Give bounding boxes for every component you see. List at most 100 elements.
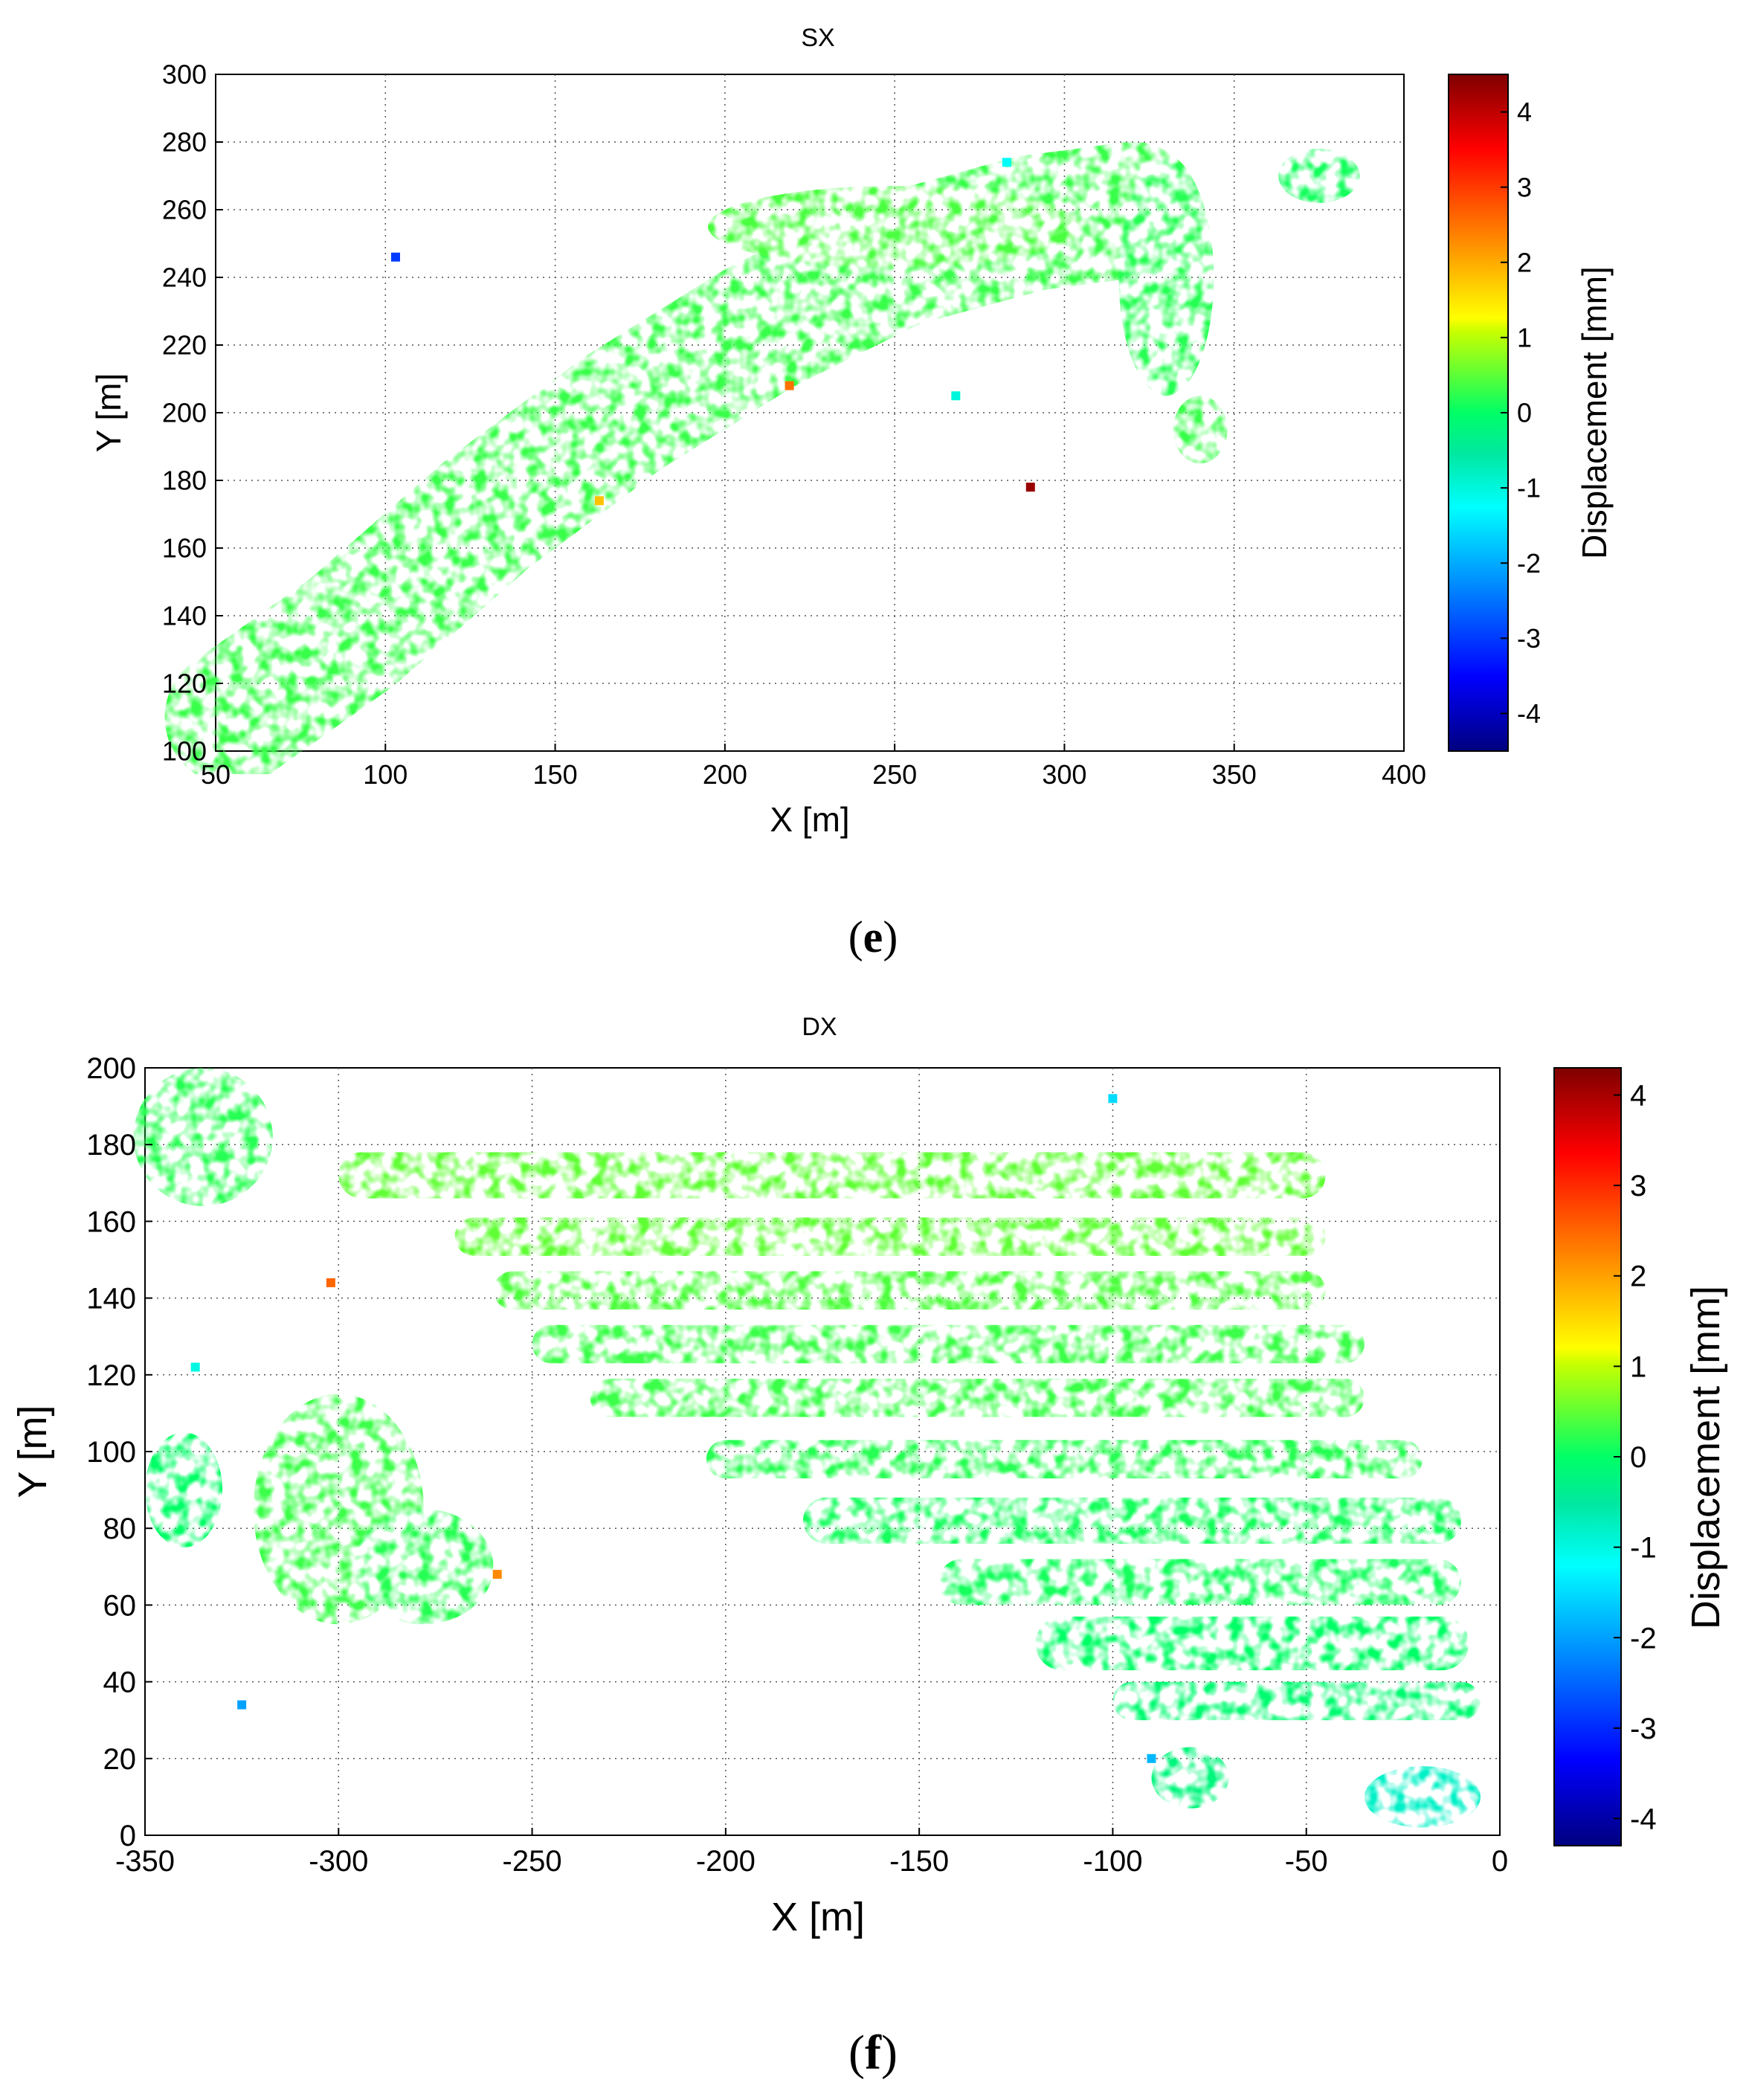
y-tick-label: 240 bbox=[162, 262, 207, 293]
colorbar-tick-label: -4 bbox=[1630, 1803, 1657, 1836]
y-tick-label: 260 bbox=[162, 195, 207, 225]
colorbar-tick-label: -2 bbox=[1630, 1622, 1657, 1655]
x-tick-label: 150 bbox=[533, 759, 578, 790]
panel-e-colorbar bbox=[1448, 74, 1509, 752]
colorbar-tick-label: -1 bbox=[1517, 473, 1541, 503]
x-tick-label: -200 bbox=[696, 1845, 756, 1878]
panel-f-colorbar-ticks: -4 -3 -2 -1 0 1 2 3 4 bbox=[1614, 1079, 1657, 1836]
y-tick-label: 300 bbox=[162, 59, 207, 90]
panel-f-x-axis-label: X [m] bbox=[771, 1895, 865, 1939]
colorbar-tick-label: 1 bbox=[1517, 322, 1532, 352]
colorbar-tick-label: 0 bbox=[1517, 398, 1532, 428]
y-tick-label: 140 bbox=[162, 601, 207, 631]
y-tick-label: 280 bbox=[162, 127, 207, 158]
x-tick-label: 50 bbox=[201, 759, 231, 790]
displacement-stripe bbox=[493, 1271, 1326, 1310]
outlier-point bbox=[951, 391, 961, 401]
panel-f: DX -350 -300 -250 -200 -150 -100 -50 0 02040608… bbox=[10, 1013, 1728, 2080]
y-tick-label: 120 bbox=[162, 669, 207, 699]
y-tick-label: 0 bbox=[120, 1820, 136, 1852]
panel-f-colorbar bbox=[1553, 1067, 1622, 1846]
panel-f-caption-label: (f) bbox=[848, 2026, 898, 2080]
displacement-stripe bbox=[706, 1440, 1423, 1479]
y-tick-label: 140 bbox=[86, 1283, 136, 1315]
panel-f-y-tick-labels: 0 20 40 60 80 100 120 140 160 180 200 bbox=[86, 1052, 152, 1852]
x-tick-label: 300 bbox=[1042, 759, 1086, 790]
outlier-point bbox=[326, 1278, 335, 1287]
outlier-point bbox=[1025, 483, 1035, 492]
x-tick-label: 350 bbox=[1212, 759, 1257, 790]
displacement-blob bbox=[708, 186, 1082, 268]
colorbar-tick-label: 2 bbox=[1517, 247, 1532, 277]
displacement-blob bbox=[145, 1432, 223, 1547]
x-tick-label: -300 bbox=[309, 1845, 368, 1878]
y-tick-label: 60 bbox=[103, 1589, 137, 1622]
displacement-blob bbox=[1151, 1747, 1229, 1808]
displacement-blob bbox=[354, 1509, 494, 1625]
colorbar-tick-label: -2 bbox=[1517, 548, 1541, 579]
colorbar-tick-label: 4 bbox=[1517, 97, 1532, 127]
panel-f-y-axis-label: Y [m] bbox=[10, 1405, 55, 1498]
panel-e-data-layer bbox=[164, 141, 1360, 785]
colorbar-tick-label: 2 bbox=[1630, 1260, 1646, 1293]
colorbar-tick-label: 0 bbox=[1630, 1441, 1646, 1474]
panel-f-title: DX bbox=[802, 1013, 837, 1041]
x-tick-label: -100 bbox=[1083, 1845, 1142, 1878]
y-tick-label: 160 bbox=[86, 1205, 136, 1238]
outlier-point bbox=[785, 381, 794, 390]
y-tick-label: 100 bbox=[162, 736, 207, 767]
displacement-stripe bbox=[1112, 1681, 1481, 1721]
y-tick-label: 220 bbox=[162, 330, 207, 361]
panel-f-caption-letter: f bbox=[865, 2026, 882, 2080]
displacement-blob bbox=[133, 1068, 273, 1206]
y-tick-label: 100 bbox=[86, 1436, 136, 1469]
y-tick-label: 200 bbox=[86, 1052, 136, 1085]
outlier-point bbox=[492, 1570, 502, 1579]
x-tick-label: -350 bbox=[115, 1845, 175, 1878]
displacement-stripe bbox=[454, 1217, 1326, 1256]
panel-f-data-layer bbox=[133, 1068, 1481, 1828]
colorbar-tick-label: 1 bbox=[1630, 1350, 1646, 1383]
outlier-point bbox=[1002, 158, 1011, 167]
outlier-point bbox=[390, 252, 400, 262]
displacement-stripe bbox=[532, 1324, 1365, 1364]
colorbar-tick-label: -3 bbox=[1517, 623, 1541, 654]
displacement-blob bbox=[1173, 396, 1228, 464]
x-tick-label: 200 bbox=[703, 759, 747, 790]
colorbar-tick-label: -4 bbox=[1517, 698, 1541, 729]
panel-f-colorbar-label: Displacement [mm] bbox=[1684, 1286, 1728, 1629]
y-tick-label: 20 bbox=[103, 1743, 137, 1776]
x-tick-label: -50 bbox=[1285, 1845, 1328, 1878]
displacement-stripe bbox=[590, 1378, 1365, 1417]
displacement-stripe bbox=[802, 1497, 1461, 1544]
displacement-stripe bbox=[938, 1559, 1461, 1605]
x-tick-label: -150 bbox=[889, 1845, 949, 1878]
panel-f-outliers bbox=[190, 1094, 1156, 1763]
panel-e-x-tick-labels: 50 100 150 200 250 300 350 400 bbox=[201, 744, 1426, 790]
colorbar-tick-label: -1 bbox=[1630, 1532, 1657, 1565]
x-tick-label: 0 bbox=[1492, 1845, 1508, 1878]
displacement-stripe bbox=[338, 1152, 1326, 1199]
displacement-blob bbox=[1278, 149, 1360, 203]
panel-f-x-tick-labels: -350 -300 -250 -200 -150 -100 -50 0 bbox=[115, 1828, 1508, 1878]
panel-e-y-tick-labels: 100 120 140 160 180 200 220 240 260 280 300 bbox=[162, 59, 223, 767]
panel-e-title: SX bbox=[801, 24, 834, 52]
panel-e-x-axis-label: X [m] bbox=[770, 800, 849, 839]
outlier-point bbox=[1108, 1094, 1118, 1104]
displacement-blob bbox=[1118, 158, 1214, 396]
y-tick-label: 180 bbox=[86, 1129, 136, 1162]
y-tick-label: 80 bbox=[103, 1513, 137, 1545]
panel-e-colorbar-label: Displacement [mm] bbox=[1575, 266, 1614, 559]
colorbar-tick-label: -3 bbox=[1630, 1713, 1657, 1745]
panel-e-outliers bbox=[390, 158, 1035, 506]
colorbar-tick-label: 3 bbox=[1630, 1170, 1646, 1202]
panel-e-colorbar-ticks: -4 -3 -2 -1 0 1 2 3 4 bbox=[1501, 97, 1541, 729]
outlier-point bbox=[1147, 1753, 1156, 1763]
y-tick-label: 180 bbox=[162, 466, 207, 496]
x-tick-label: 400 bbox=[1382, 759, 1426, 790]
displacement-stripe bbox=[1035, 1616, 1469, 1671]
colorbar-tick-label: 3 bbox=[1517, 172, 1532, 202]
panel-e-caption-letter: e bbox=[863, 912, 883, 962]
displacement-blob bbox=[1364, 1766, 1481, 1828]
